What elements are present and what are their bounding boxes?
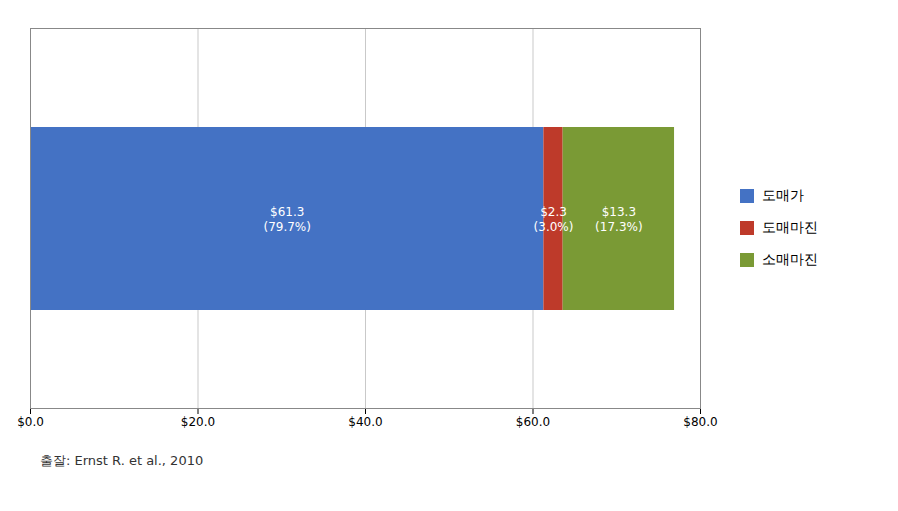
svg-text:$40.0: $40.0 xyxy=(348,415,382,429)
svg-text:$80.0: $80.0 xyxy=(683,415,717,429)
svg-text:$13.3(17.3%): $13.3(17.3%) xyxy=(595,205,642,233)
svg-text:$2.3(3.0%): $2.3(3.0%) xyxy=(534,205,574,233)
html-text:출잘: Ernst R. et al., 2010: 출잘: Ernst R. et al., 2010 xyxy=(40,453,204,468)
svg-text:$20.0: $20.0 xyxy=(181,415,215,429)
svg-text:$0.0: $0.0 xyxy=(17,415,44,429)
svg-text:$60.0: $60.0 xyxy=(516,415,550,429)
html-text:도매가: 도매가 xyxy=(762,187,804,203)
svg-text:$61.3(79.7%): $61.3(79.7%) xyxy=(263,205,310,233)
html-text:소매마진: 소매마진 xyxy=(762,251,818,267)
html-text:도매마진: 도매마진 xyxy=(762,219,818,235)
